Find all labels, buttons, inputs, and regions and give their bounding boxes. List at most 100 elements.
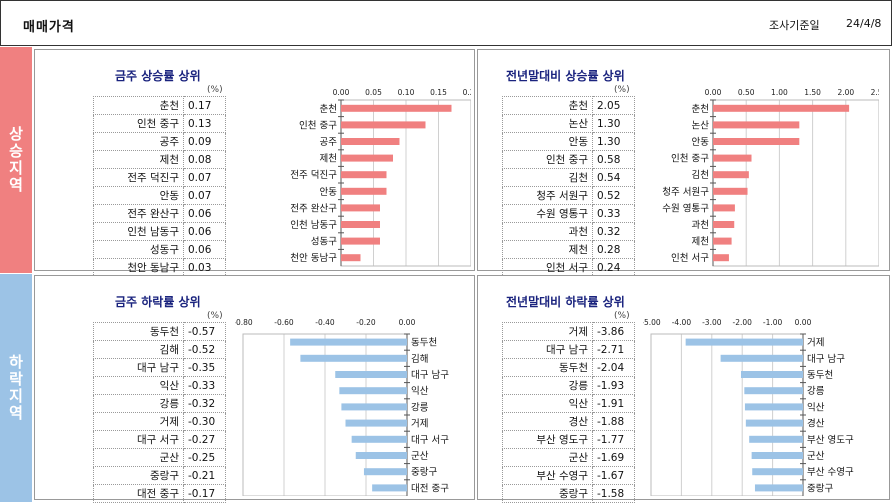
region-name: 인천 중구 [502, 150, 593, 169]
region-name: 수원 영통구 [502, 204, 593, 223]
bar [752, 468, 803, 476]
category-label: 익산 [807, 401, 825, 413]
category-label: 부산 영도구 [807, 435, 854, 446]
ytd-fall-panel: 전년말대비 하락률 상위 (%) 거제 -3.86 대구 남구 -2.71 동두천 -2.… [477, 275, 890, 503]
bar [713, 104, 850, 112]
category-label: 천안 동남구 [290, 253, 337, 264]
region-name: 경산 [502, 412, 593, 431]
region-name: 안동 [502, 132, 593, 151]
change-value: 0.52 [592, 186, 635, 205]
ytd-rise-panel: 전년말대비 상승률 상위 (%) 춘천 2.05 논산 1.30 안동 1.30 인천 중구… [477, 49, 890, 277]
weekly-rise-table: 춘천 0.17 인천 중구 0.13 공주 0.09 제천 0.08 전주 덕진구 0.07 안동 0… [93, 96, 226, 277]
table-row: 익산 -0.33 [93, 376, 226, 395]
category-label: 공주 [320, 137, 338, 148]
category-label: 전주 덕진구 [290, 170, 337, 181]
change-value: 1.30 [592, 132, 635, 151]
change-value: 0.58 [592, 150, 635, 169]
category-label: 대전 중구 [411, 483, 449, 494]
page-header: 매매가격 조사기준일 24/4/8 [0, 0, 892, 46]
change-value: 0.03 [183, 258, 226, 277]
change-value: -1.93 [592, 376, 635, 395]
change-value: 0.09 [183, 132, 226, 151]
tick-label: 0.00 [795, 318, 812, 327]
table-row: 제천 0.08 [93, 150, 226, 169]
region-name: 중랑구 [502, 484, 593, 503]
change-value: 0.32 [592, 222, 635, 241]
category-label: 청주 서원구 [662, 187, 709, 198]
survey-date-label: 조사기준일 [769, 19, 820, 32]
region-name: 중랑구 [93, 466, 184, 485]
region-name: 인천 남동구 [93, 222, 184, 241]
weekly-fall-unit: (%) [207, 311, 223, 321]
table-row: 인천 서구 0.24 [502, 258, 635, 277]
category-label: 대구 서구 [411, 435, 449, 446]
change-value: 0.08 [183, 150, 226, 169]
bar [713, 254, 729, 262]
table-row: 인천 중구 0.13 [93, 114, 226, 133]
table-row: 익산 -1.91 [502, 394, 635, 413]
change-value: -1.69 [592, 448, 635, 467]
bar [341, 138, 400, 145]
region-name: 공주 [93, 132, 184, 151]
tick-label: 0.00 [399, 318, 416, 327]
region-name: 익산 [502, 394, 593, 413]
change-value: -0.33 [183, 376, 226, 395]
category-label: 춘천 [692, 104, 709, 115]
bar [713, 221, 735, 228]
table-row: 김해 -0.52 [93, 340, 226, 359]
region-name: 성동구 [93, 240, 184, 259]
category-label: 김천 [692, 169, 709, 181]
tick-label: -5.00 [643, 318, 661, 327]
category-label: 제천 [692, 237, 709, 248]
change-value: -1.67 [592, 466, 635, 485]
bar [335, 371, 407, 378]
bar [363, 468, 407, 476]
region-name: 동두천 [93, 322, 184, 341]
category-label: 김해 [411, 353, 428, 365]
region-name: 전주 덕진구 [93, 168, 184, 187]
change-value: -1.88 [592, 412, 635, 431]
bar [720, 354, 803, 362]
table-row: 동두천 -2.04 [502, 358, 635, 377]
change-value: -1.58 [592, 484, 635, 503]
weekly-fall-panel: 금주 하락률 상위 (%) 동두천 -0.57 김해 -0.52 대구 남구 -0.35 익… [34, 275, 475, 503]
tick-label: -0.40 [315, 318, 335, 327]
bar [341, 204, 380, 212]
change-value: -0.57 [183, 322, 226, 341]
bar [341, 403, 407, 411]
region-name: 논산 [502, 114, 593, 133]
ytd-fall-chart: -5.00 -4.00 -3.00 -2.00 -1.00 0.00 거제 대구 남구 동두천 강… [643, 316, 883, 496]
tick-label: 0.05 [365, 88, 382, 97]
bar [341, 221, 380, 228]
table-row: 경산 -1.88 [502, 412, 635, 431]
table-row: 동두천 -0.57 [93, 322, 226, 341]
region-name: 대구 서구 [93, 430, 184, 449]
weekly-fall-title: 금주 하락률 상위 [115, 295, 201, 309]
change-value: 0.13 [183, 114, 226, 133]
change-value: -0.32 [183, 394, 226, 413]
bar [685, 338, 803, 346]
category-label: 인천 중구 [671, 154, 709, 165]
region-name: 전주 완산구 [93, 204, 184, 223]
tick-label: 0.50 [738, 88, 755, 97]
region-name: 대전 중구 [93, 484, 184, 503]
bar [300, 354, 407, 362]
table-row: 대구 서구 -0.27 [93, 430, 226, 449]
ytd-rise-title: 전년말대비 상승률 상위 [506, 69, 625, 83]
table-row: 김천 0.54 [502, 168, 635, 187]
category-label: 춘천 [320, 104, 337, 115]
tick-label: -4.00 [672, 318, 692, 327]
region-name: 부산 수영구 [502, 466, 593, 485]
region-name: 안동 [93, 186, 184, 205]
table-row: 강릉 -0.32 [93, 394, 226, 413]
region-name: 과천 [502, 222, 593, 241]
category-label: 중랑구 [807, 482, 833, 494]
bar [372, 484, 407, 492]
category-label: 경산 [807, 418, 825, 430]
bar [713, 237, 732, 245]
table-row: 거제 -0.30 [93, 412, 226, 431]
table-row: 공주 0.09 [93, 132, 226, 151]
change-value: -2.04 [592, 358, 635, 377]
category-label: 성동구 [311, 237, 337, 248]
bar [754, 484, 803, 492]
